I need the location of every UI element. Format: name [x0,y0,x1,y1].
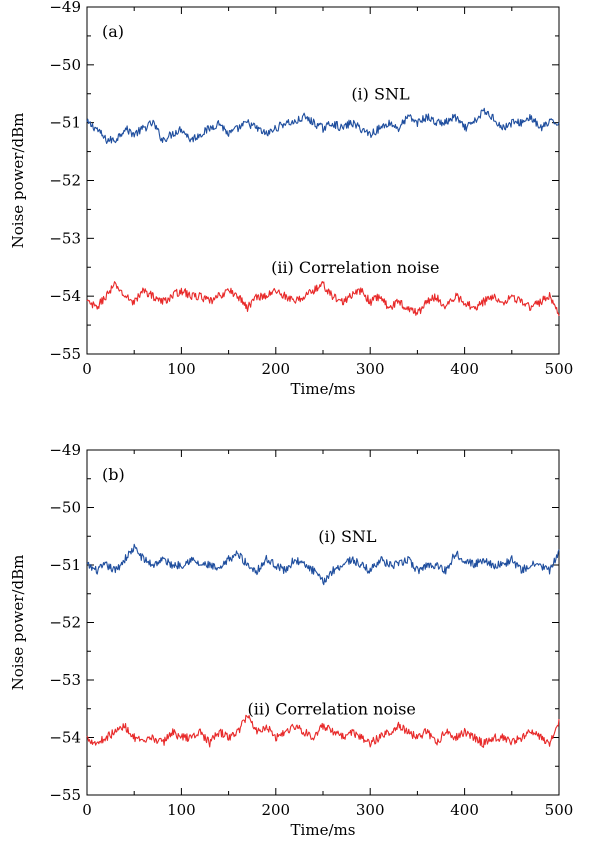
y-tick-label: −51 [49,556,81,574]
y-tick-label: −49 [49,0,81,16]
y-tick-label: −55 [49,786,81,804]
y-tick-label: −52 [49,172,81,190]
x-tick-label: 400 [450,801,479,819]
y-tick-label: −49 [49,441,81,459]
series-annotation-correlation-noise: (ii) Correlation noise [247,700,415,719]
x-tick-label: 200 [261,360,290,378]
series-annotation-correlation-noise: (ii) Correlation noise [271,258,439,277]
panel-a: 0 100 200 300 400 500 −55 −54 −53 −52 −51 −50 −49 Tim… [9,0,573,398]
y-axis-label: Noise power/dBm [9,555,27,691]
series-line-snl [86,107,560,144]
x-tick-label: 0 [82,801,92,819]
y-tick-label: −54 [49,729,81,747]
x-tick-label: 400 [450,360,479,378]
y-tick-label: −53 [49,229,81,247]
x-tick-label: 500 [545,360,574,378]
x-tick-label: 500 [545,801,574,819]
y-tick-label: −50 [49,499,81,517]
series-line-correlation-noise [86,280,560,317]
x-tick-label: 300 [356,801,385,819]
panel-label: (a) [102,22,124,41]
series-annotation-snl: (i) SNL [351,85,410,104]
panel-b: 0 100 200 300 400 500 −55 −54 −53 −52 −51 −50 −49 Tim… [9,441,573,839]
panel-label: (b) [102,465,125,484]
y-axis-label: Noise power/dBm [9,113,27,249]
series-line-snl [86,543,560,586]
x-tick-label: 200 [261,801,290,819]
y-tick-label: −51 [49,114,81,132]
y-tick-label: −52 [49,614,81,632]
x-tick-label: 0 [82,360,92,378]
y-tick-label: −53 [49,671,81,689]
plot-frame [86,6,560,355]
y-tick-label: −55 [49,345,81,363]
y-tick-label: −50 [49,56,81,74]
series-annotation-snl: (i) SNL [318,527,377,546]
x-tick-label: 300 [356,360,385,378]
series-line-correlation-noise [86,714,560,748]
x-axis-label: Time/ms [291,821,356,839]
x-axis-label: Time/ms [291,380,356,398]
x-tick-label: 100 [167,360,196,378]
x-tick-label: 100 [167,801,196,819]
y-tick-label: −54 [49,287,81,305]
